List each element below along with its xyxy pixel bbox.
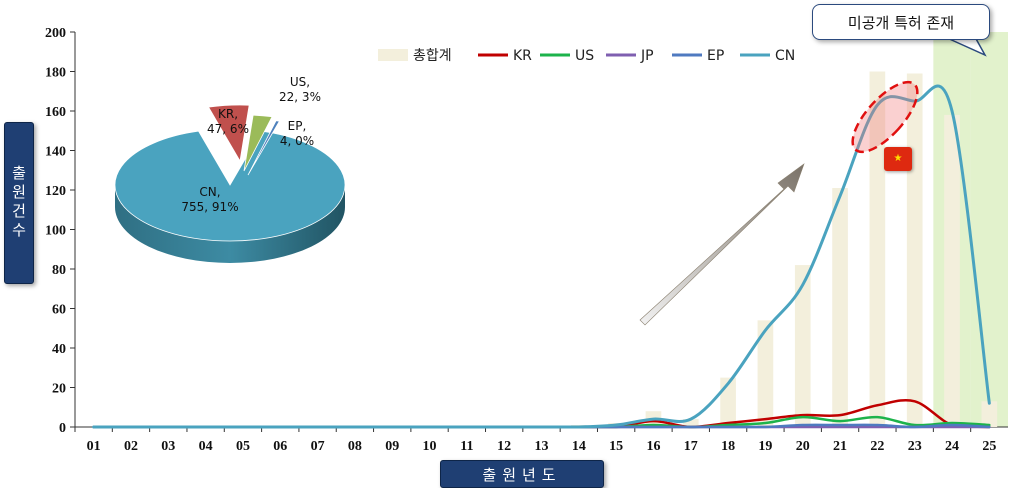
x-tick-label: 15 <box>609 439 623 454</box>
legend-label-jp: JP <box>640 48 654 64</box>
x-tick-label: 25 <box>982 439 996 454</box>
y-tick-label: 120 <box>45 184 66 199</box>
x-tick-label: 04 <box>199 439 213 454</box>
trend-arrow-icon <box>639 163 805 326</box>
x-tick-label: 01 <box>87 439 101 454</box>
x-tick-label: 23 <box>908 439 922 454</box>
x-axis-title: 출원년도 <box>440 460 604 488</box>
pie-side <box>115 185 345 263</box>
y-tick-label: 200 <box>45 26 66 41</box>
x-tick-label: 06 <box>273 439 287 454</box>
x-tick-label: 18 <box>721 439 735 454</box>
decorations <box>639 36 987 326</box>
legend-label-kr: KR <box>513 48 532 64</box>
bar-22 <box>869 71 886 427</box>
x-tick-label: 19 <box>758 439 772 454</box>
legend-swatch-total <box>378 49 408 61</box>
legend-label-cn: CN <box>775 48 795 64</box>
x-tick-label: 17 <box>684 439 698 454</box>
pie-label-ep-value: 4, 0% <box>280 134 314 148</box>
x-tick-label: 07 <box>311 439 325 454</box>
legend-label-us: US <box>575 48 594 64</box>
legend-label-total: 총합계 <box>413 48 452 64</box>
x-tick-label: 13 <box>535 439 549 454</box>
pie-slice-ep <box>247 120 281 176</box>
y-tick-label: 80 <box>52 263 66 278</box>
pie-slice-us <box>243 114 273 172</box>
legend: 총합계 KR US JP EP CN <box>378 48 795 64</box>
y-tick-label: 180 <box>45 66 66 81</box>
x-tick-label: 08 <box>348 439 362 454</box>
x-tick-label: 11 <box>460 439 473 454</box>
pie-label-ep-name: EP, <box>288 119 307 133</box>
x-tick-label: 22 <box>870 439 884 454</box>
x-tick-label: 16 <box>646 439 660 454</box>
line-cn <box>92 84 991 429</box>
x-tick-label: 03 <box>161 439 175 454</box>
y-tick-label: 160 <box>45 105 66 120</box>
bar-17 <box>682 419 699 427</box>
callout-box: 미공개 특허 존재 <box>812 4 990 40</box>
highlight-layer <box>933 32 1008 427</box>
y-tick-label: 20 <box>52 382 66 397</box>
pie-label-kr-name: KR, <box>218 107 238 121</box>
y-tick-label: 100 <box>45 224 66 239</box>
bar-series <box>570 71 998 427</box>
peak-highlight-ellipse <box>851 80 919 154</box>
pie-slice-cn <box>114 130 346 242</box>
pie-slice-kr <box>207 104 250 163</box>
y-tick-label: 140 <box>45 145 66 160</box>
line-kr <box>92 398 991 429</box>
x-tick-label: 21 <box>833 439 847 454</box>
legend-label-ep: EP <box>707 48 724 64</box>
bar-21 <box>832 188 848 427</box>
china-flag-icon: ★ <box>884 147 912 171</box>
line-series <box>92 84 991 429</box>
bar-24 <box>944 114 960 427</box>
x-tick-label: 02 <box>124 439 138 454</box>
x-tick-label: 05 <box>236 439 250 454</box>
y-tick-label: 60 <box>52 303 66 318</box>
x-tick-label: 10 <box>423 439 437 454</box>
y-axis-title: 출원건수 <box>4 122 34 284</box>
pie-label-cn-value: 755, 91% <box>181 200 238 214</box>
pie-label-us-value: 22, 3% <box>279 90 321 104</box>
tick-labels: 0 20 40 60 80 100 120 140 160 180 200 01 02 03 04 05 06 0… <box>45 26 996 454</box>
bar-19 <box>757 320 774 427</box>
pie-chart: CN,755, 91% KR,47, 6% US,22, 3% EP,4, 0% <box>114 75 346 263</box>
bar-20 <box>794 265 811 427</box>
bar-23 <box>906 73 923 427</box>
x-tick-label: 12 <box>497 439 511 454</box>
x-tick-label: 14 <box>572 439 586 454</box>
x-tick-label: 24 <box>945 439 959 454</box>
x-tick-label: 09 <box>385 439 399 454</box>
y-tick-label: 40 <box>52 342 66 357</box>
y-tick-label: 0 <box>59 421 66 436</box>
highlight-column <box>970 32 1008 427</box>
bar-25 <box>981 401 998 427</box>
x-tick-label: 20 <box>796 439 810 454</box>
pie-label-kr-value: 47, 6% <box>207 122 249 136</box>
pie-label-cn-name: CN, <box>199 185 220 199</box>
pie-label-us-name: US, <box>290 75 310 89</box>
